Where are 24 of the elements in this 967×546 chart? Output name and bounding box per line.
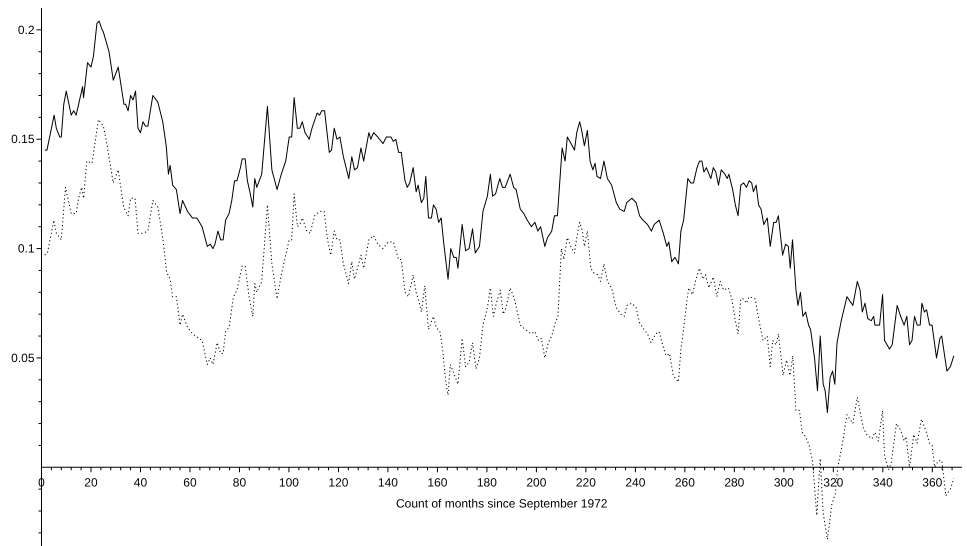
x-tick-label: 240 (625, 475, 646, 490)
x-tick-label: 300 (774, 475, 794, 490)
x-tick-label: 40 (134, 475, 148, 490)
x-axis-title: Count of months since September 1972 (396, 496, 608, 510)
x-tick-label: 200 (526, 475, 547, 490)
x-tick-label: 60 (183, 475, 197, 490)
y-tick-label: 0.2 (18, 22, 35, 37)
x-tick-label: 140 (378, 475, 398, 490)
x-tick-label: 160 (427, 475, 448, 490)
x-tick-label: 180 (476, 475, 498, 490)
x-tick-label: 260 (674, 475, 696, 490)
x-tick-label: 20 (84, 475, 98, 490)
x-tick-label: 220 (576, 475, 596, 490)
x-tick-label: 280 (724, 475, 745, 490)
x-tick-label: 340 (872, 475, 894, 490)
y-tick-label: 0.05 (11, 350, 35, 365)
x-tick-label: 120 (328, 475, 349, 490)
x-tick-label: 360 (922, 475, 943, 490)
line-series (44, 20, 954, 414)
x-tick-label: 320 (823, 475, 844, 490)
x-tick-label: 80 (232, 475, 246, 490)
x-tick-label: 100 (278, 475, 300, 490)
y-tick-label: 0.1 (18, 242, 35, 256)
y-tick-label: 0.15 (11, 132, 35, 146)
